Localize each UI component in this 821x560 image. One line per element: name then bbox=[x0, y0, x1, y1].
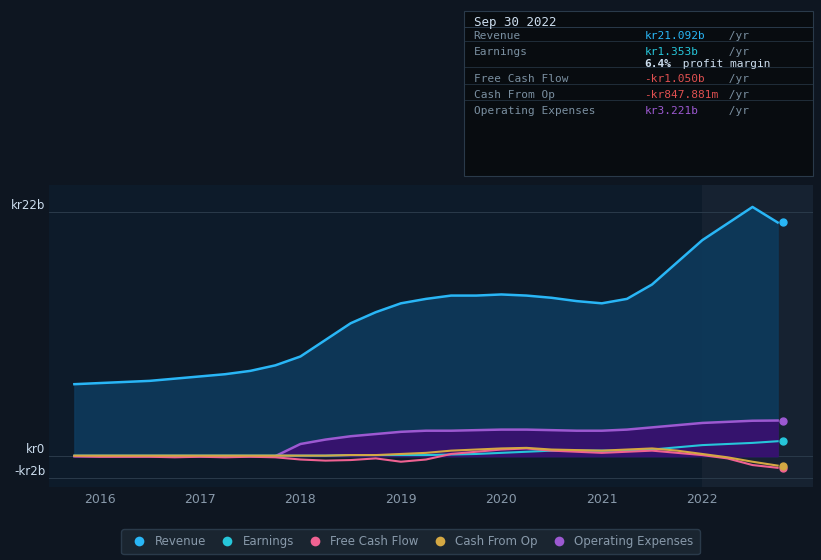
Text: /yr: /yr bbox=[722, 47, 750, 57]
Text: Free Cash Flow: Free Cash Flow bbox=[474, 74, 568, 85]
Text: Sep 30 2022: Sep 30 2022 bbox=[474, 16, 556, 29]
Text: -kr1.050b: -kr1.050b bbox=[644, 74, 705, 85]
Text: /yr: /yr bbox=[722, 106, 750, 116]
Text: kr1.353b: kr1.353b bbox=[644, 47, 699, 57]
Text: Revenue: Revenue bbox=[474, 31, 521, 41]
Text: Earnings: Earnings bbox=[474, 47, 528, 57]
Bar bbox=[702, 185, 813, 487]
Text: Operating Expenses: Operating Expenses bbox=[474, 106, 595, 116]
Text: Cash From Op: Cash From Op bbox=[474, 90, 555, 100]
Text: /yr: /yr bbox=[722, 31, 750, 41]
Text: -kr847.881m: -kr847.881m bbox=[644, 90, 718, 100]
Text: kr22b: kr22b bbox=[11, 199, 45, 212]
Text: -kr2b: -kr2b bbox=[14, 465, 45, 478]
Text: /yr: /yr bbox=[722, 90, 750, 100]
Text: profit margin: profit margin bbox=[676, 59, 770, 69]
Legend: Revenue, Earnings, Free Cash Flow, Cash From Op, Operating Expenses: Revenue, Earnings, Free Cash Flow, Cash … bbox=[122, 529, 699, 554]
Text: kr3.221b: kr3.221b bbox=[644, 106, 699, 116]
Text: /yr: /yr bbox=[722, 74, 750, 85]
Text: kr21.092b: kr21.092b bbox=[644, 31, 705, 41]
Text: 6.4%: 6.4% bbox=[644, 59, 672, 69]
Text: kr0: kr0 bbox=[26, 443, 45, 456]
